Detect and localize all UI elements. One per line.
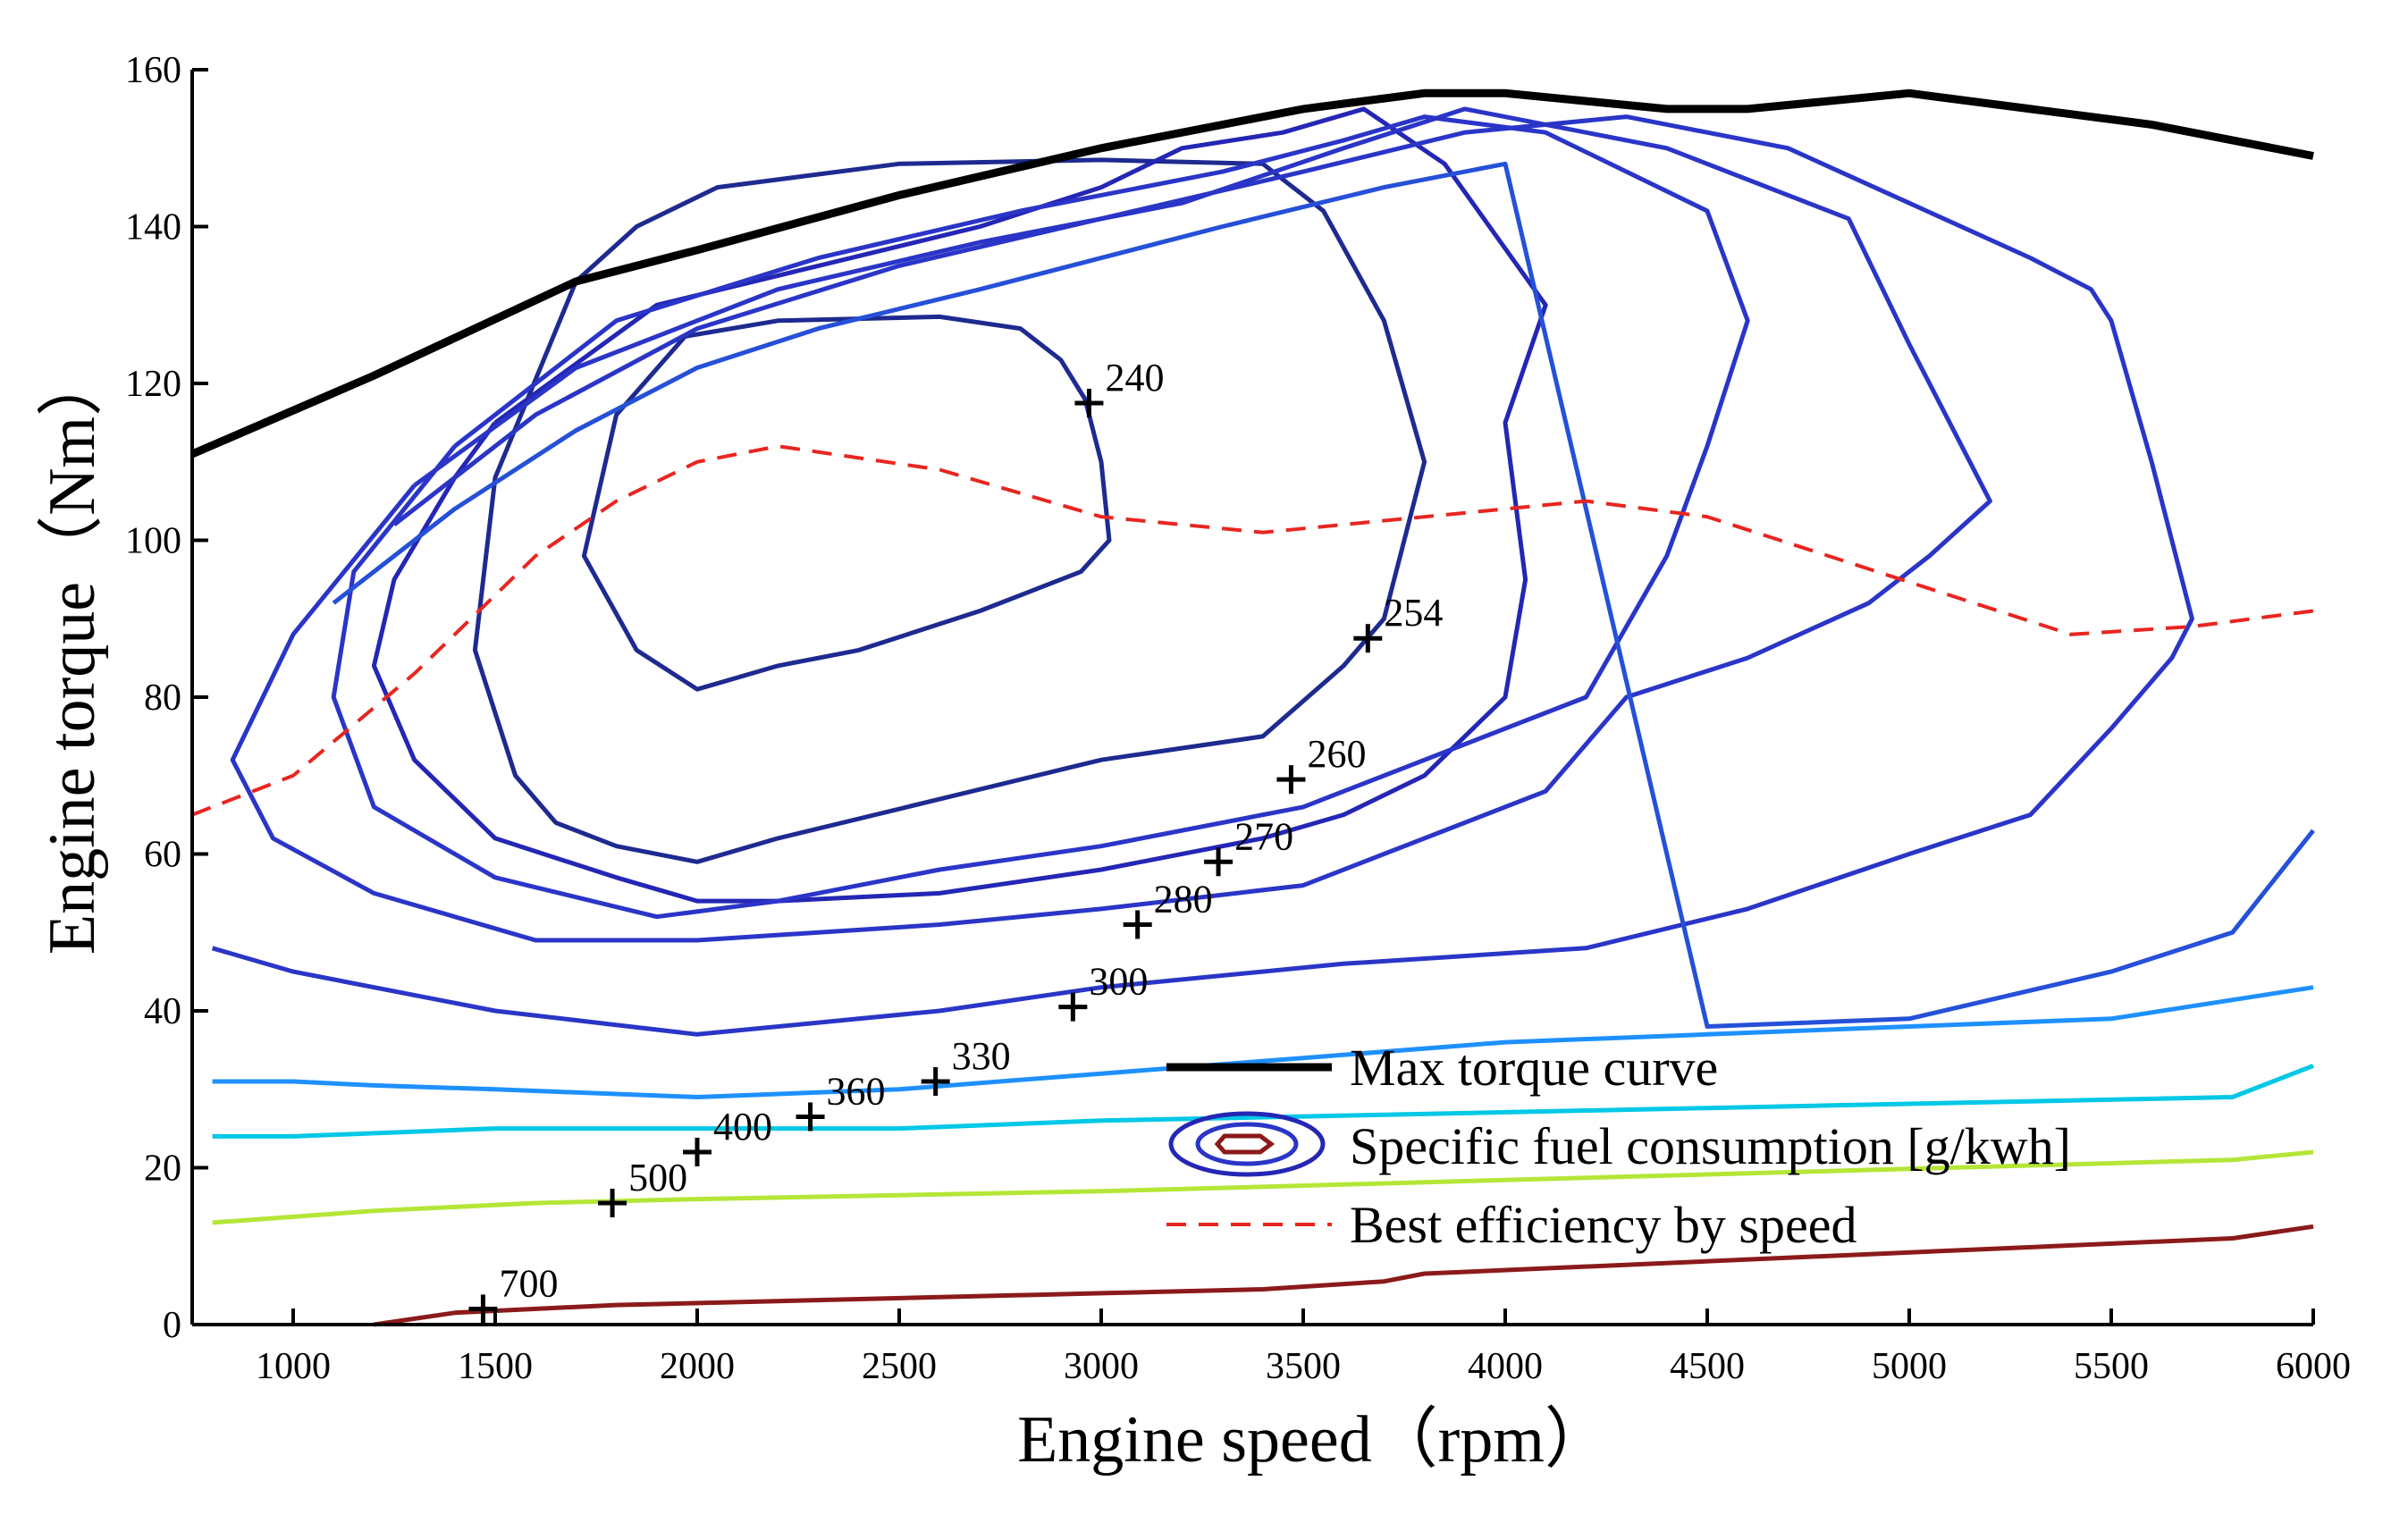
fuel-contour-280: [230, 106, 1992, 943]
y-tick-label: 120: [125, 364, 181, 405]
y-tick-label: 40: [144, 991, 181, 1032]
contour-label-254: 254: [1384, 591, 1443, 635]
contour-label-700: 700: [499, 1261, 558, 1305]
x-tick-label: 2000: [660, 1346, 735, 1387]
axes: 1000 1500 2000 2500 3000 3500 4000 4500 5000 5500…: [125, 50, 2351, 1387]
fuel-contour-300: [211, 114, 2194, 1037]
contour-label-330: 330: [952, 1034, 1011, 1078]
x-tick-label: 3500: [1266, 1346, 1341, 1387]
contour-label-360: 360: [827, 1069, 886, 1113]
contour-label-400: 400: [713, 1105, 772, 1149]
fuel-contours: [211, 106, 2315, 1327]
y-tick-label: 60: [144, 835, 181, 876]
legend-contour-icon: [1168, 1111, 1326, 1177]
x-axis-title: Engine speed（rpm）: [1017, 1403, 1611, 1477]
contour-label-260: 260: [1307, 732, 1366, 776]
y-axis-ticks: 0 20 40 60 80 100 120 140 160: [125, 50, 208, 1346]
y-axis-title: Engine torque（Nm）: [36, 350, 109, 955]
contour-label-270: 270: [1234, 814, 1293, 858]
x-tick-label: 5000: [1872, 1346, 1947, 1387]
fuel-contour-700: [374, 1224, 2314, 1327]
fuel-contour-254: [472, 157, 1427, 864]
x-tick-label: 2500: [862, 1346, 937, 1387]
y-tick-label: 20: [144, 1149, 181, 1190]
fuel-contour-400: [212, 1064, 2314, 1139]
legend-max-torque-label: Max torque curve: [1350, 1039, 1718, 1097]
fuel-contour-330: [332, 161, 2315, 1029]
x-tick-label: 3000: [1064, 1346, 1139, 1387]
contour-label-280: 280: [1154, 877, 1213, 921]
contour-label-240: 240: [1105, 356, 1164, 400]
fuel-contour-360: [212, 985, 2314, 1099]
y-tick-label: 0: [163, 1305, 181, 1346]
x-tick-label: 1500: [458, 1346, 533, 1387]
legend-best-efficiency-label: Best efficiency by speed: [1350, 1196, 1857, 1254]
x-tick-label: 6000: [2276, 1346, 2351, 1387]
fuel-contour-260: [371, 106, 1548, 904]
y-tick-label: 80: [144, 677, 181, 719]
y-tick-label: 160: [125, 50, 181, 91]
x-tick-label: 5500: [2074, 1346, 2149, 1387]
legend: Max torque curve Specific fuel consumpti…: [1166, 1039, 2071, 1254]
legend-fuel-consumption-label: Specific fuel consumption [g/kwh]: [1350, 1117, 2071, 1175]
contour-label-500: 500: [628, 1156, 687, 1199]
x-tick-label: 1000: [256, 1346, 331, 1387]
max-torque-curve: [190, 88, 2314, 459]
x-tick-label: 4500: [1670, 1346, 1745, 1387]
y-tick-label: 140: [125, 207, 181, 248]
x-tick-label: 4000: [1468, 1346, 1543, 1387]
contour-label-300: 300: [1089, 960, 1148, 1004]
x-axis-ticks: 1000 1500 2000 2500 3000 3500 4000 4500 5000 5500…: [256, 1308, 2351, 1387]
y-tick-label: 100: [125, 521, 181, 562]
fuel-contour-240: [581, 314, 1112, 692]
fuel-contour-500: [212, 1149, 2314, 1225]
fuel-contour-270: [331, 114, 1750, 920]
